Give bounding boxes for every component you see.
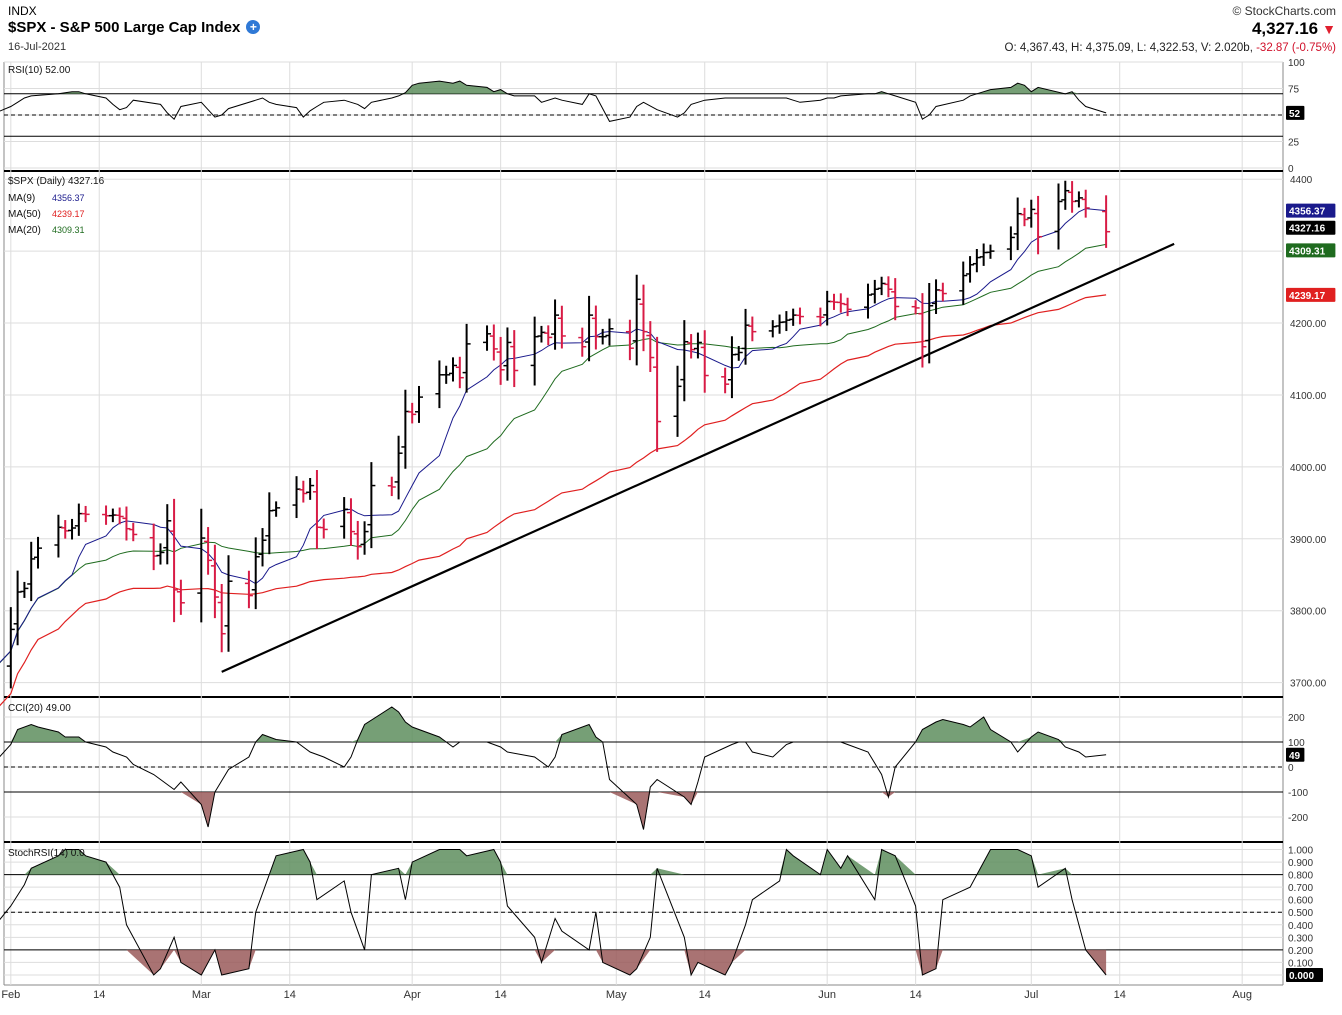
x-tick-label: Aug bbox=[1232, 989, 1252, 1001]
chart-date: 16-Jul-2021 bbox=[8, 41, 67, 53]
stochrsi-tick-label: 1.000 bbox=[1288, 846, 1313, 857]
cci-tick-label: -200 bbox=[1288, 813, 1308, 824]
high-label: H: bbox=[1071, 42, 1083, 54]
ma50-badge: 4239.17 bbox=[1289, 291, 1326, 302]
change-value: -32.87 (-0.75%) bbox=[1256, 42, 1336, 54]
cci-tick-label: 0 bbox=[1288, 763, 1294, 774]
x-tick-label: 14 bbox=[284, 989, 296, 1001]
x-tick-label: Mar bbox=[192, 989, 211, 1001]
legend-value-ma9: 4356.37 bbox=[52, 193, 85, 203]
price-tick-label: 4200.00 bbox=[1290, 319, 1327, 330]
x-tick-label: 14 bbox=[93, 989, 105, 1001]
exchange-label: INDX bbox=[8, 4, 37, 18]
ma20-line bbox=[0, 243, 1107, 664]
stochrsi-tick-label: 0.300 bbox=[1288, 933, 1313, 944]
down-arrow-icon: ▼ bbox=[1322, 21, 1336, 37]
cci-tick-label: 100 bbox=[1288, 738, 1305, 749]
cci-fill-overbought bbox=[0, 707, 1107, 742]
info-icon[interactable]: + bbox=[246, 20, 261, 34]
stochrsi-tick-label: 0.600 bbox=[1288, 896, 1313, 907]
x-tick-label: Jul bbox=[1024, 989, 1038, 1001]
rsi-tick-label: 75 bbox=[1288, 85, 1300, 96]
rsi-line bbox=[0, 80, 1107, 122]
volume-label: V: bbox=[1200, 42, 1212, 54]
price-tick-label: 3900.00 bbox=[1290, 535, 1327, 546]
x-tick-label: 14 bbox=[1114, 989, 1126, 1001]
x-tick-label: Jun bbox=[818, 989, 836, 1001]
watermark: © StockCharts.com bbox=[1232, 4, 1336, 18]
price-title: $SPX (Daily) 4327.16 bbox=[8, 176, 105, 187]
price-tick-label: 4000.00 bbox=[1290, 463, 1327, 474]
cci-line bbox=[0, 706, 1107, 830]
legend-value-ma50: 4239.17 bbox=[52, 209, 85, 219]
chart-title: $SPX - S&P 500 Large Cap Index + bbox=[8, 19, 261, 36]
open-value: 4,367.43 bbox=[1019, 42, 1065, 54]
rsi-tick-label: 25 bbox=[1288, 138, 1300, 149]
x-tick-label: Apr bbox=[404, 989, 421, 1001]
rsi-value-badge: 52 bbox=[1289, 109, 1301, 120]
cci-value-badge: 49 bbox=[1289, 751, 1301, 762]
x-tick-label: 14 bbox=[699, 989, 711, 1001]
x-tick-label: May bbox=[606, 989, 627, 1001]
last-price-badge-bg bbox=[1286, 220, 1336, 235]
price-tick-label: 3800.00 bbox=[1290, 607, 1327, 618]
low-value: 4,322.53 bbox=[1149, 42, 1195, 54]
last-price-badge: 4327.16 bbox=[1289, 224, 1326, 235]
legend-ma20: MA(20) bbox=[8, 225, 41, 236]
x-tick-label: Feb bbox=[1, 989, 20, 1001]
ma50-badge-bg bbox=[1286, 287, 1336, 302]
cci-tick-label: -100 bbox=[1288, 788, 1308, 799]
ma9-badge-bg bbox=[1286, 203, 1336, 218]
ohlc-readout: O: 4,367.43, H: 4,375.09, L: 4,322.53, V… bbox=[1004, 42, 1336, 54]
ma20-badge-bg bbox=[1286, 243, 1336, 258]
x-tick-label: 14 bbox=[910, 989, 922, 1001]
last-price-value: 4,327.16 bbox=[1251, 19, 1319, 38]
ma50-line bbox=[0, 294, 1107, 707]
stochrsi-tick-label: 0.500 bbox=[1288, 908, 1313, 919]
stochrsi-title: StochRSI(14) 0.0 bbox=[8, 848, 85, 859]
stochrsi-line bbox=[0, 848, 1107, 977]
legend-ma9: MA(9) bbox=[8, 193, 35, 204]
open-label: O: bbox=[1004, 42, 1017, 54]
price-tick-label: 4100.00 bbox=[1290, 391, 1327, 402]
volume-value: 2.020b bbox=[1214, 42, 1250, 54]
stochrsi-value-badge-bg bbox=[1286, 967, 1323, 982]
rsi-fill-overbought bbox=[0, 81, 1107, 94]
stochrsi-tick-label: 0.800 bbox=[1288, 871, 1313, 882]
low-label: L: bbox=[1136, 42, 1147, 54]
cci-tick-label: 200 bbox=[1288, 713, 1305, 724]
stochrsi-tick-label: 0.200 bbox=[1288, 946, 1313, 957]
ma9-line bbox=[0, 208, 1107, 663]
ma20-badge: 4309.31 bbox=[1289, 246, 1326, 257]
price-tick-label: 4400 bbox=[1290, 175, 1313, 186]
rsi-value-badge-bg bbox=[1286, 105, 1305, 120]
stochrsi-tick-label: 0.100 bbox=[1288, 958, 1313, 969]
rsi-title: RSI(10) 52.00 bbox=[8, 65, 71, 76]
rsi-tick-label: 0 bbox=[1288, 164, 1294, 175]
stochrsi-tick-label: 0.400 bbox=[1288, 921, 1313, 932]
cci-title: CCI(20) 49.00 bbox=[8, 703, 71, 714]
stochrsi-tick-label: 0.700 bbox=[1288, 883, 1313, 894]
stochrsi-tick-label: 0.900 bbox=[1288, 858, 1313, 869]
trend-line bbox=[221, 242, 1175, 673]
rsi-tick-label: 100 bbox=[1288, 58, 1305, 69]
last-price: 4,327.16 ▼ bbox=[1252, 19, 1336, 39]
cci-value-badge-bg bbox=[1286, 747, 1305, 762]
stochrsi-value-badge: 0.000 bbox=[1289, 971, 1314, 982]
ma9-badge: 4356.37 bbox=[1289, 207, 1326, 218]
chart-title-text: $SPX - S&P 500 Large Cap Index bbox=[8, 19, 241, 36]
price-tick-label: 3700.00 bbox=[1290, 679, 1327, 690]
high-value: 4,375.09 bbox=[1085, 42, 1131, 54]
legend-ma50: MA(50) bbox=[8, 209, 41, 220]
legend-value-ma20: 4309.31 bbox=[52, 225, 85, 235]
x-tick-label: 14 bbox=[495, 989, 507, 1001]
cci-fill-oversold bbox=[0, 792, 1107, 830]
stochrsi-fill-oversold bbox=[0, 949, 1107, 975]
